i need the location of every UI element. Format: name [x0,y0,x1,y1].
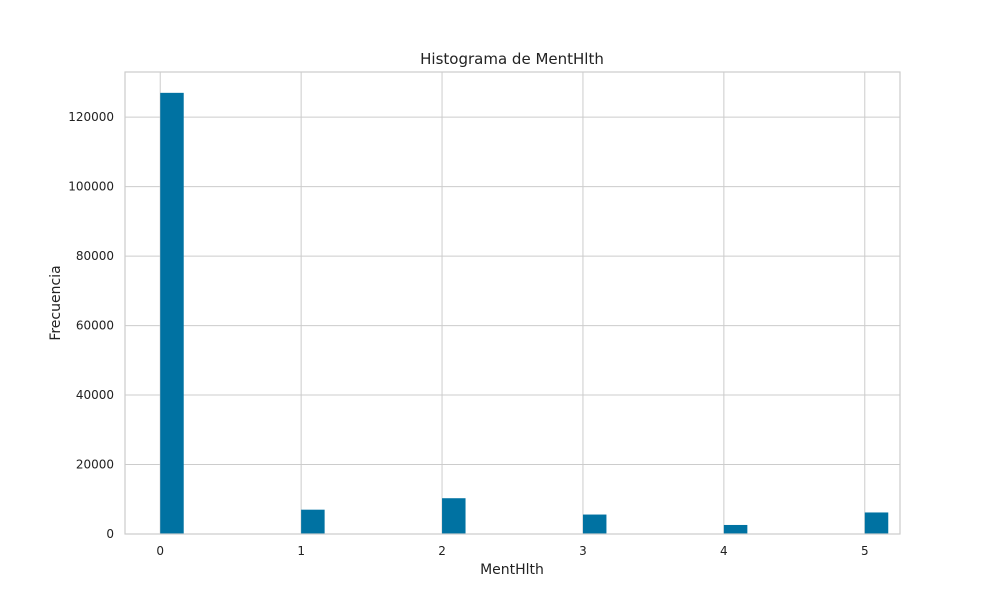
y-tick-label: 80000 [76,249,114,263]
histogram-bar [160,92,184,534]
x-tick-label: 3 [579,544,587,558]
y-axis-label: Frecuencia [48,265,64,340]
x-tick-labels: 0 1 2 3 4 5 [156,544,868,558]
histogram-bar [442,498,466,534]
histogram-bar [723,524,748,534]
x-tick-label: 0 [156,544,164,558]
y-tick-labels: 0 20000 40000 60000 80000 100000 120000 [68,110,114,541]
x-tick-label: 5 [861,544,869,558]
chart-title: Histograma de MentHlth [420,50,604,68]
y-tick-label: 0 [106,527,114,541]
histogram-bar [864,512,889,534]
bars-group [160,92,889,534]
x-axis-label: MentHlth [480,562,544,578]
y-tick-label: 120000 [68,110,114,124]
histogram-bar [301,509,325,534]
y-tick-label: 20000 [76,458,114,472]
plot-background [125,72,900,534]
plot-frame [124,71,901,535]
x-tick-label: 1 [297,544,305,558]
x-tick-label: 4 [720,544,728,558]
y-tick-label: 40000 [76,388,114,402]
histogram-bar [582,514,607,534]
y-tick-label: 100000 [68,180,114,194]
y-tick-label: 60000 [76,319,114,333]
x-tick-label: 2 [438,544,446,558]
